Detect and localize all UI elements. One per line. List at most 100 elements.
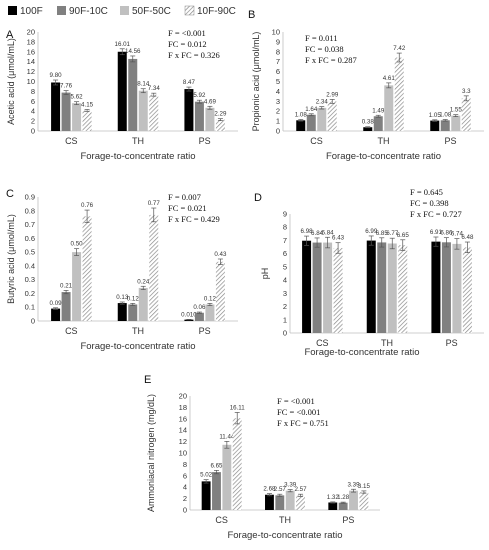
stat-line: FC = <0.001: [277, 407, 320, 417]
y-tick-label: 0: [283, 329, 287, 338]
panel-letter-D: D: [254, 192, 262, 204]
data-label: 0.13: [116, 294, 129, 301]
bar-A-PS-3: [215, 119, 225, 131]
bar-E-CS-3: [232, 418, 242, 510]
legend-swatch-3: [184, 5, 195, 16]
y-tick-label: 0.1: [25, 303, 35, 312]
y-tick-label: 8: [276, 47, 280, 56]
bar-D-TH-2: [387, 243, 397, 333]
panel-D: D0123456789pHCS6.986.846.846.43TH6.996.8…: [254, 187, 484, 358]
data-label: 7.42: [393, 45, 406, 52]
data-label: 6.84: [322, 229, 335, 236]
data-label: 1.28: [337, 494, 350, 501]
bar-D-CS-3: [333, 247, 343, 333]
bar-A-TH-2: [138, 90, 148, 131]
bar-C-TH-0: [117, 303, 127, 321]
bar-A-CS-2: [72, 103, 82, 131]
data-label: 0.12: [204, 295, 217, 302]
x-category-label: PS: [199, 326, 211, 336]
y-tick-label: 10: [179, 449, 187, 458]
data-label: 1.08: [439, 112, 452, 119]
bar-A-PS-2: [205, 107, 215, 131]
data-label: 3.39: [347, 481, 360, 488]
bar-A-PS-0: [184, 89, 194, 131]
y-tick-label: 0: [31, 317, 35, 326]
data-label: 6.77: [386, 230, 399, 237]
data-label: 0.24: [137, 278, 150, 285]
y-tick-label: 16: [27, 47, 35, 56]
legend-swatch-2: [120, 6, 129, 15]
x-axis-label: Forage-to-concentrate ratio: [304, 347, 419, 358]
bar-C-CS-2: [72, 252, 82, 321]
bar-D-PS-3: [462, 247, 472, 333]
y-tick-label: 3: [276, 97, 280, 106]
bar-B-PS-0: [430, 120, 440, 131]
data-label: 14.56: [125, 48, 141, 55]
data-label: 0.77: [148, 200, 161, 207]
x-category-label: CS: [65, 136, 78, 146]
y-tick-label: 8: [283, 223, 287, 232]
y-tick-label: 0: [276, 127, 280, 136]
data-label: 11.44: [219, 433, 235, 440]
stat-line: FC = 0.021: [168, 203, 207, 213]
y-tick-label: 20: [27, 28, 35, 37]
bar-D-PS-1: [441, 242, 451, 333]
panel-letter-B: B: [248, 9, 255, 21]
y-tick-label: 6: [283, 249, 287, 258]
data-label: 0.50: [71, 241, 84, 248]
bar-A-CS-3: [82, 110, 92, 131]
stat-line: F x FC = 0.287: [305, 55, 357, 65]
legend-swatch-1: [57, 6, 66, 15]
data-label: 7.76: [60, 83, 73, 90]
data-label: 6.98: [301, 228, 314, 235]
stat-line: F = <0.001: [168, 28, 206, 38]
stat-line: FC = 0.038: [305, 44, 344, 54]
bar-E-CS-2: [222, 444, 232, 510]
bar-E-PS-0: [328, 502, 338, 510]
y-tick-label: 2: [183, 494, 187, 503]
y-tick-label: 8: [31, 87, 35, 96]
data-label: 8.14: [137, 81, 150, 88]
x-axis-label: Forage-to-concentrate ratio: [227, 530, 342, 541]
y-tick-label: 3: [283, 289, 287, 298]
data-label: 0.010: [181, 311, 197, 318]
data-label: 6.43: [332, 235, 345, 242]
y-tick-label: 0.4: [25, 261, 35, 270]
y-axis-label: Propionic acid (μmol/mL): [251, 32, 261, 132]
bar-E-TH-1: [275, 495, 285, 510]
bar-B-CS-3: [327, 101, 337, 131]
bar-B-CS-2: [317, 107, 327, 131]
y-tick-label: 0.8: [25, 206, 35, 215]
x-category-label: TH: [381, 338, 393, 348]
y-tick-label: 7: [283, 236, 287, 245]
bar-E-CS-1: [212, 472, 221, 510]
data-label: 4.61: [383, 75, 396, 82]
data-label: 6.65: [397, 232, 410, 239]
data-label: 4.69: [204, 98, 217, 105]
data-label: 0.12: [127, 295, 140, 302]
bar-B-PS-1: [440, 120, 450, 131]
y-tick-label: 16: [179, 414, 187, 423]
y-tick-label: 14: [27, 57, 35, 66]
data-label: 3.15: [358, 483, 371, 490]
legend-label-3: 10F-90C: [197, 6, 236, 17]
y-tick-label: 20: [179, 392, 187, 401]
bar-B-TH-3: [394, 57, 404, 131]
x-category-label: PS: [446, 338, 458, 348]
y-tick-label: 2: [276, 107, 280, 116]
x-category-label: PS: [342, 515, 354, 525]
y-tick-label: 0.2: [25, 289, 35, 298]
bar-D-CS-1: [312, 242, 322, 333]
legend-label-2: 50F-50C: [132, 6, 171, 17]
y-tick-label: 0.7: [25, 220, 35, 229]
y-tick-label: 1: [283, 315, 287, 324]
bar-E-PS-1: [338, 502, 348, 510]
data-label: 1.32: [327, 494, 340, 501]
panel-letter-A: A: [6, 29, 14, 41]
bar-D-TH-1: [377, 242, 387, 333]
bar-B-TH-0: [363, 127, 373, 131]
y-tick-label: 2: [31, 117, 35, 126]
data-label: 1.55: [450, 107, 463, 114]
data-label: 6.48: [461, 234, 474, 241]
